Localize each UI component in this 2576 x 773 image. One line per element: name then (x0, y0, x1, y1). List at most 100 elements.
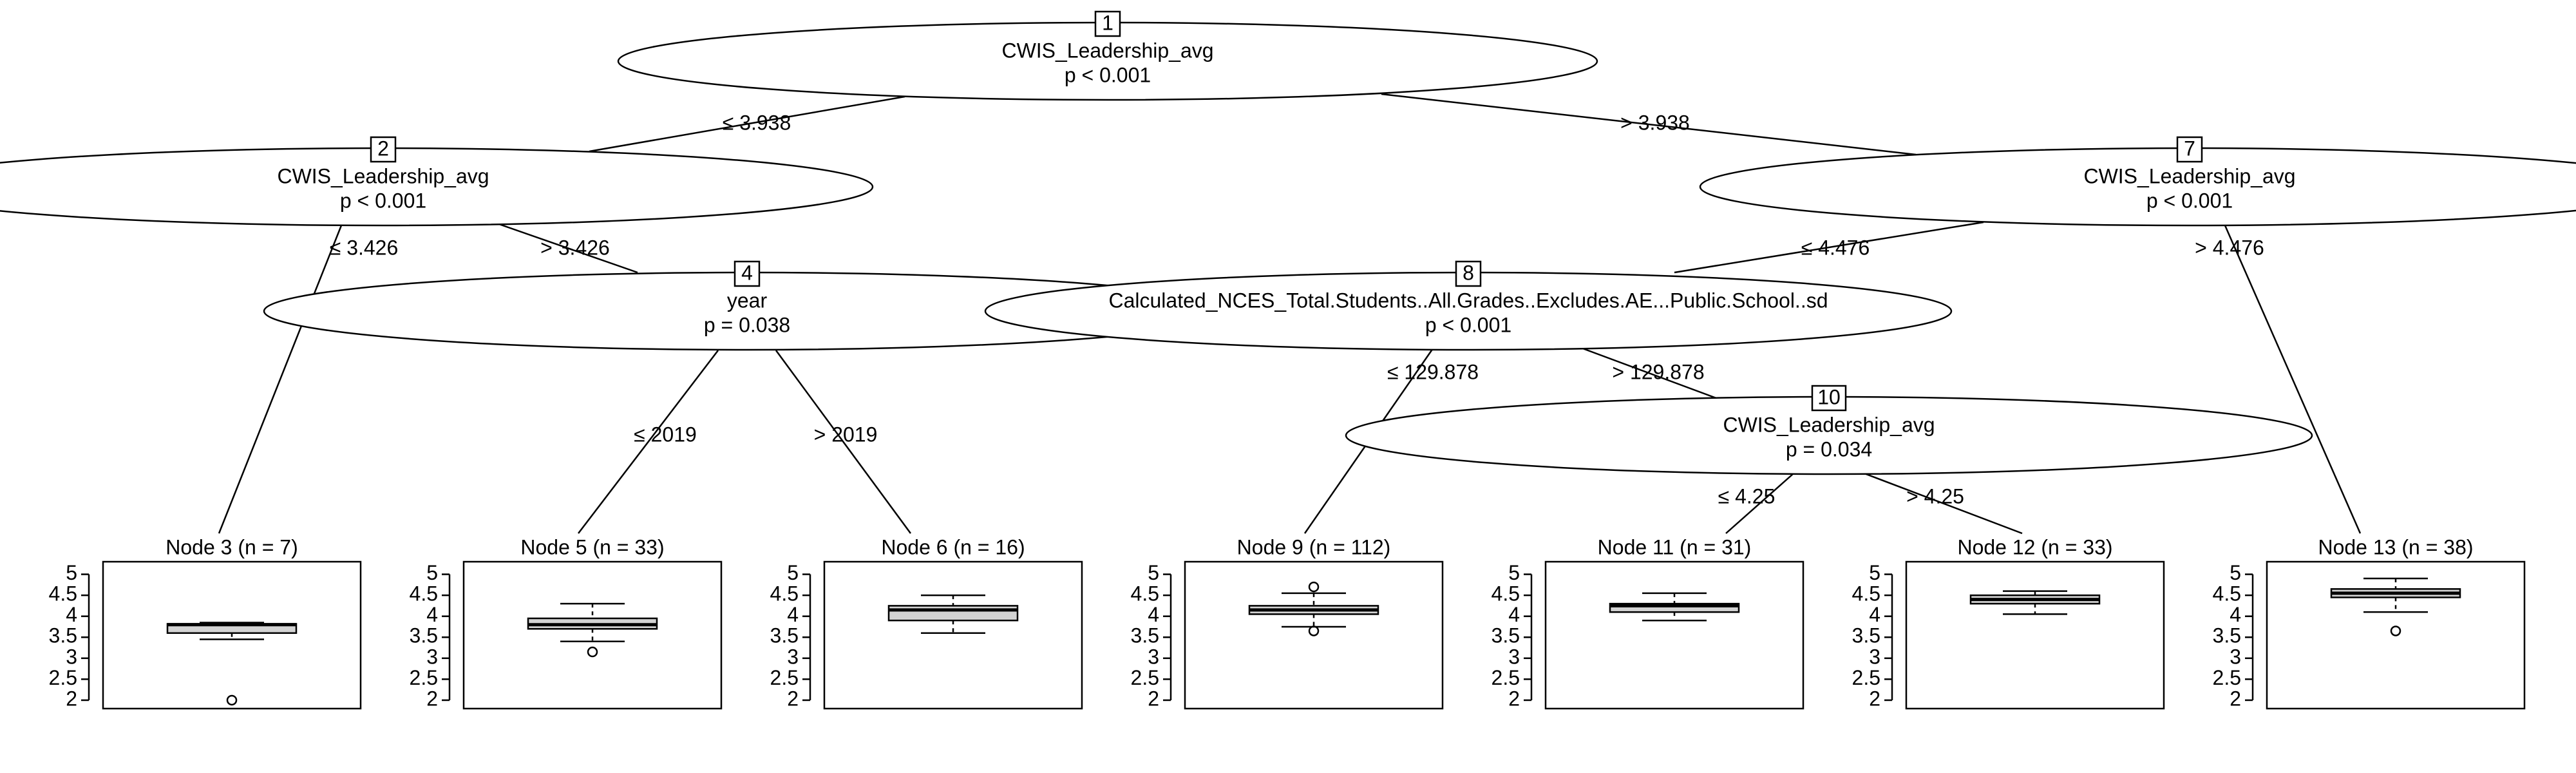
plot-frame (2266, 560, 2526, 710)
plot-frame (462, 560, 723, 710)
y-tick-label: 3 (1148, 645, 1159, 668)
plot-frame (1544, 560, 1804, 710)
leaf-title: Node 11 (n = 31) (1598, 535, 1752, 558)
edge-split-label: ≤ 4.476 (1801, 236, 1870, 259)
leaf-panel-12: Node 12 (n = 33) 22.533.544.55 (1852, 535, 2165, 710)
edge-7-13: > 4.476 (2195, 225, 2362, 534)
node-p-value: p < 0.001 (1065, 63, 1151, 86)
node-id-box (370, 136, 397, 163)
node-id: 10 (1817, 385, 1841, 408)
edge-4-6: > 2019 (775, 350, 912, 534)
leaf-panel-6: Node 6 (n = 16) 22.533.544.55 (770, 535, 1083, 710)
leaf-title: Node 12 (n = 33) (1957, 535, 2112, 558)
edge-1-2: ≤ 3.938 (589, 95, 905, 153)
node-variable: CWIS_Leadership_avg (277, 164, 489, 187)
y-tick-label: 4 (426, 603, 438, 626)
y-tick-label: 4.5 (1492, 582, 1520, 606)
y-tick-label: 3.5 (410, 624, 438, 647)
node-id-box (1455, 260, 1482, 287)
y-tick-label: 4.5 (410, 582, 438, 606)
edge-split-label: ≤ 4.25 (1718, 484, 1776, 508)
y-tick-label: 2 (426, 687, 438, 710)
y-tick-label: 2.5 (2213, 666, 2241, 689)
outlier-point (587, 646, 598, 658)
edge-2-3: ≤ 3.426 (218, 225, 398, 534)
node-p-value: p < 0.001 (1425, 313, 1511, 336)
edge-line (589, 95, 905, 153)
edge-line (1580, 347, 1717, 399)
edge-line (2224, 225, 2362, 534)
edge-line (1725, 473, 1794, 534)
leaf-panel-13: Node 13 (n = 38) 22.533.544.55 (2213, 535, 2526, 710)
leaf-title: Node 3 (n = 7) (166, 535, 298, 558)
edge-4-5: ≤ 2019 (578, 350, 719, 534)
y-tick-label: 3.5 (2213, 624, 2241, 647)
y-tick-label: 4 (2230, 603, 2241, 626)
leaf-title: Node 9 (n = 112) (1237, 535, 1391, 558)
outlier-point (226, 694, 238, 706)
node-p-value: p = 0.034 (1786, 437, 1872, 461)
leaf-panel-5: Node 5 (n = 33) 22.533.544.55 (410, 535, 723, 710)
y-tick-label: 4.5 (1852, 582, 1880, 606)
y-tick-label: 2 (2230, 687, 2241, 710)
edge-split-label: > 2019 (814, 423, 878, 446)
y-tick-label: 3.5 (49, 624, 77, 647)
y-tick-label: 5 (1508, 561, 1520, 584)
inner-node-8: Calculated_NCES_Total.Students..All.Grad… (984, 260, 1953, 351)
y-tick-label: 2.5 (49, 666, 77, 689)
y-tick-label: 4 (1869, 603, 1880, 626)
leaf-title: Node 5 (n = 33) (520, 535, 664, 558)
y-tick-label: 2 (66, 687, 77, 710)
edge-line (218, 225, 343, 534)
y-tick-label: 4 (787, 603, 799, 626)
leaf-panel-3: Node 3 (n = 7) 22.533.544.55 (49, 535, 362, 710)
y-tick-label: 5 (2230, 561, 2241, 584)
edge-split-label: ≤ 2019 (634, 423, 697, 446)
node-id-box (1811, 385, 1847, 412)
edge-line (775, 350, 912, 534)
node-variable: CWIS_Leadership_avg (2083, 164, 2295, 187)
outlier-point (1308, 625, 1320, 636)
leaf-title: Node 13 (n = 38) (2318, 535, 2473, 558)
y-tick-label: 2.5 (1131, 666, 1159, 689)
node-id-box (734, 260, 761, 287)
y-tick-label: 3 (1869, 645, 1880, 668)
node-id: 4 (741, 261, 753, 284)
y-tick-label: 3.5 (1852, 624, 1880, 647)
edge-line (498, 223, 638, 274)
edge-10-12: > 4.25 (1864, 472, 2023, 535)
leaf-panel-9: Node 9 (n = 112) 22.533.544.55 (1131, 535, 1444, 710)
y-tick-label: 2 (1869, 687, 1880, 710)
y-tick-label: 4 (66, 603, 77, 626)
y-tick-label: 4 (1508, 603, 1520, 626)
plot-frame (1184, 560, 1444, 710)
y-tick-label: 5 (426, 561, 438, 584)
outlier-point (2390, 625, 2401, 636)
node-variable: CWIS_Leadership_avg (1723, 413, 1935, 436)
y-tick-label: 2 (787, 687, 799, 710)
node-p-value: p < 0.001 (340, 189, 426, 212)
plot-frame (102, 560, 362, 710)
y-tick-label: 4.5 (2213, 582, 2241, 606)
y-tick-label: 4 (1148, 603, 1159, 626)
y-tick-label: 5 (787, 561, 799, 584)
y-tick-label: 5 (66, 561, 77, 584)
y-tick-label: 3 (66, 645, 77, 668)
node-p-value: p < 0.001 (2146, 189, 2233, 212)
edge-split-label: ≤ 129.878 (1387, 360, 1479, 383)
edge-split-label: > 4.25 (1906, 484, 1964, 508)
y-tick-label: 2 (1148, 687, 1159, 710)
y-tick-label: 2 (1508, 687, 1520, 710)
edge-1-7: > 3.938 (1381, 93, 1917, 156)
edge-line (1381, 93, 1917, 156)
y-tick-label: 5 (1148, 561, 1159, 584)
leaf-panel-11: Node 11 (n = 31) 22.533.544.55 (1492, 535, 1804, 710)
node-id: 1 (1102, 11, 1113, 34)
outlier-point (1308, 581, 1320, 593)
y-tick-label: 2.5 (1492, 666, 1520, 689)
edge-7-8: ≤ 4.476 (1674, 221, 1984, 274)
